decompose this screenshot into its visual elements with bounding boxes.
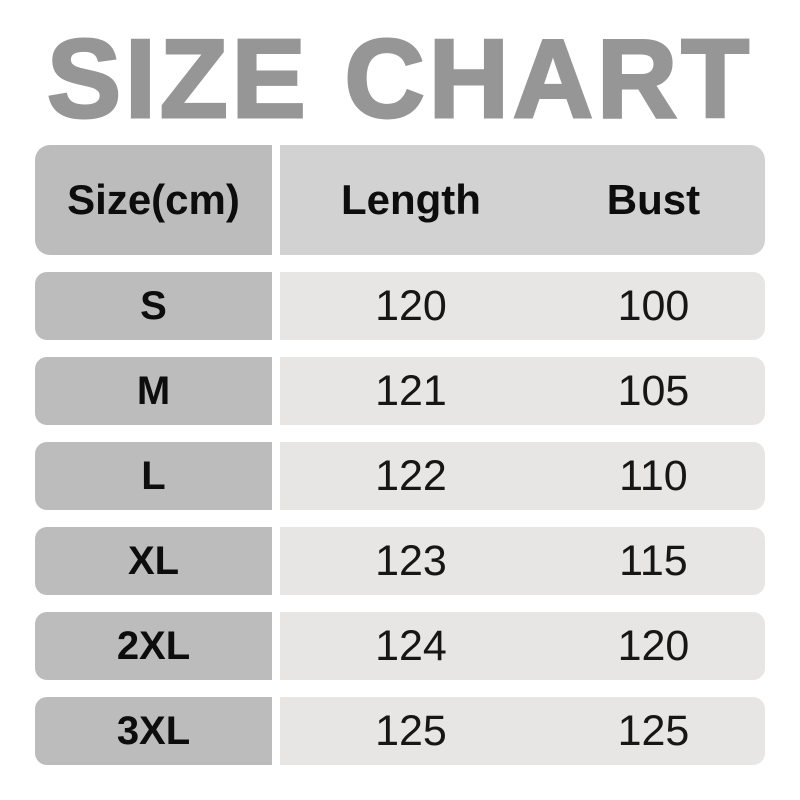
row-bust-cell: 115 — [619, 536, 688, 585]
row-values-cell: 124 120 — [280, 612, 765, 680]
header-bust-cell: Bust — [606, 176, 701, 223]
row-bust-cell: 120 — [617, 621, 690, 670]
row-length-cell: 120 — [375, 281, 447, 330]
table-row-3xl: 3XL 125 125 — [35, 697, 765, 765]
row-size-cell: S — [35, 272, 272, 340]
row-bust-cell: 110 — [619, 451, 688, 500]
row-length-cell: 122 — [375, 451, 447, 500]
table-row-l: L 122 110 — [35, 442, 765, 510]
row-size-cell: 3XL — [35, 697, 272, 765]
row-length-cell: 121 — [375, 366, 447, 415]
row-length-cell: 125 — [375, 706, 447, 755]
table-row-xl: XL 123 115 — [35, 527, 765, 595]
header-values-cell: Length Bust — [280, 145, 765, 255]
table-row-2xl: 2XL 124 120 — [35, 612, 765, 680]
table-header-row: Size(cm) Length Bust — [35, 145, 765, 255]
header-size-cell: Size(cm) — [35, 145, 272, 255]
row-length-cell: 124 — [375, 621, 447, 670]
row-bust-cell: 105 — [617, 366, 690, 415]
row-bust-cell: 100 — [617, 281, 690, 330]
size-chart-table: Size(cm) Length Bust S 120 100 M 121 105… — [35, 145, 765, 765]
row-size-cell: 2XL — [35, 612, 272, 680]
page-title: SIZE CHART — [46, 17, 753, 141]
row-values-cell: 120 100 — [280, 272, 765, 340]
row-size-cell: L — [35, 442, 272, 510]
row-values-cell: 125 125 — [280, 697, 765, 765]
row-size-cell: M — [35, 357, 272, 425]
row-length-cell: 123 — [375, 536, 447, 585]
row-values-cell: 123 115 — [280, 527, 765, 595]
table-row-s: S 120 100 — [35, 272, 765, 340]
row-values-cell: 121 105 — [280, 357, 765, 425]
header-length-cell: Length — [340, 176, 481, 223]
table-row-m: M 121 105 — [35, 357, 765, 425]
row-size-cell: XL — [35, 527, 272, 595]
row-values-cell: 122 110 — [280, 442, 765, 510]
row-bust-cell: 125 — [617, 706, 690, 755]
